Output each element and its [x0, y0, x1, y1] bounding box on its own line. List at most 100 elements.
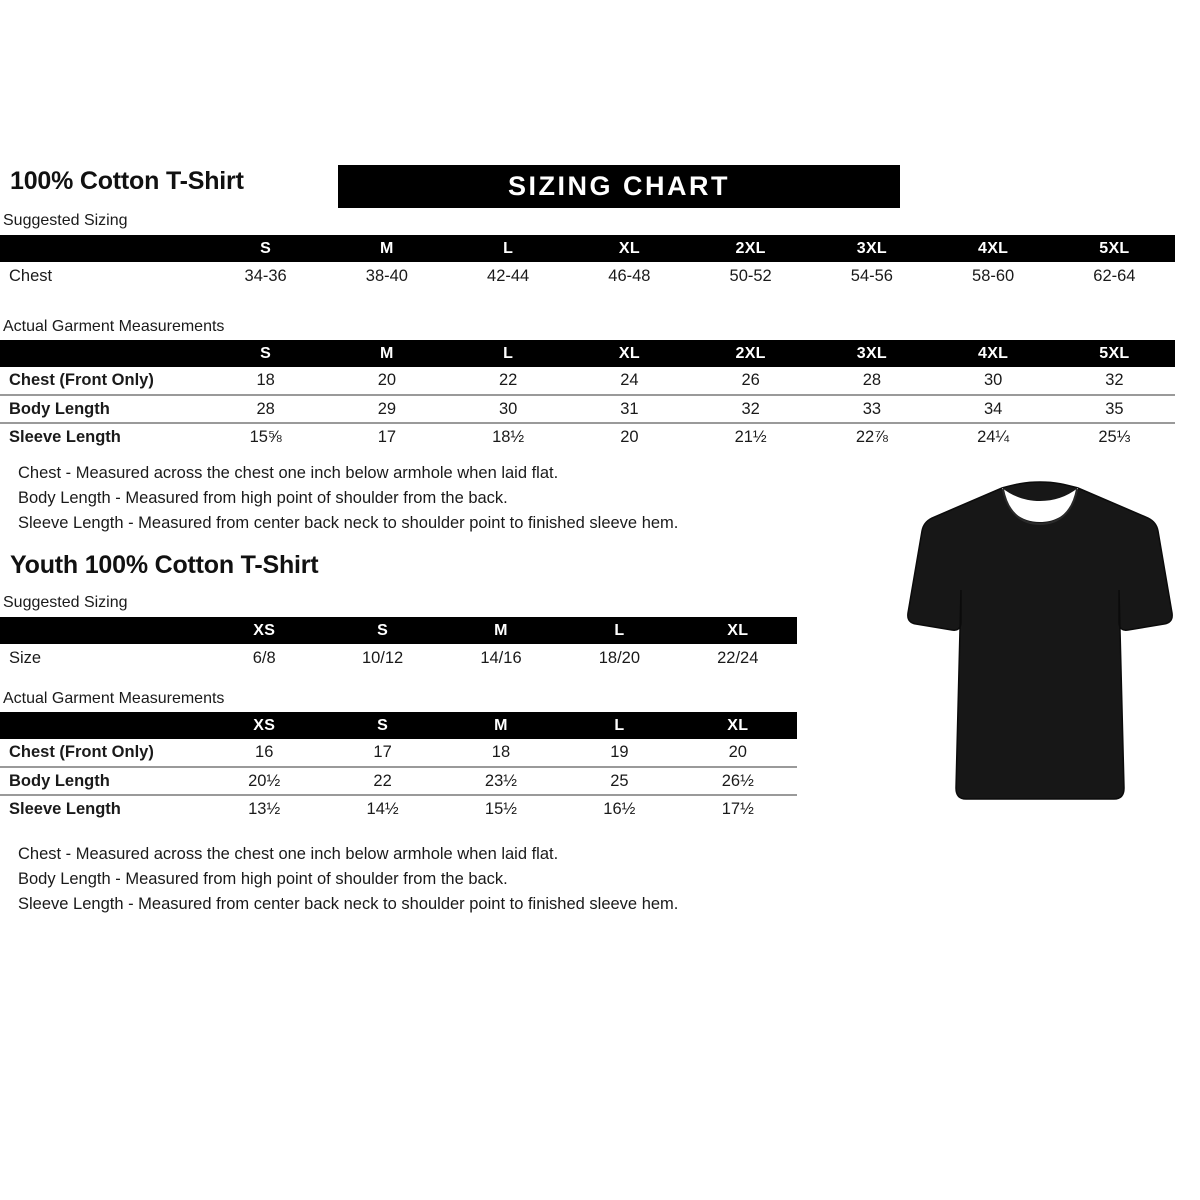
row-label-size: Size: [9, 648, 42, 667]
col-header-xl: XL: [568, 340, 690, 367]
table-header-row: XS S M L XL: [0, 617, 797, 644]
table-header-row: S M L XL 2XL 3XL 4XL 5XL: [0, 235, 1175, 262]
col-header-4xl: 4XL: [932, 235, 1054, 262]
cell: 30: [447, 394, 569, 423]
cell: 20: [377, 371, 397, 389]
cell: 34-36: [244, 266, 287, 285]
cell: 14/16: [480, 648, 522, 667]
cell: 25⅓: [1053, 422, 1175, 451]
row-label-chest-front-only: Chest (Front Only): [9, 371, 154, 389]
row-label-sleeve-length: Sleeve Length: [0, 422, 205, 451]
cell: 6/8: [252, 648, 276, 667]
youth-suggested-sizing-table: XS S M L XL Size 6/8 10/12 14/16 18/20 2…: [0, 617, 797, 672]
cell: 24: [620, 371, 639, 389]
cell: 26: [741, 371, 760, 389]
cell: 42-44: [487, 266, 530, 285]
youth-garment-measurements-table: XS S M L XL Chest (Front Only) 16 17 18 …: [0, 712, 797, 823]
cell: 22⅞: [811, 422, 933, 451]
col-header-3xl: 3XL: [811, 340, 933, 367]
col-header-2xl: 2XL: [690, 235, 812, 262]
cell: 35: [1053, 394, 1175, 423]
table-row: Chest (Front Only) 18 20 22 24 26 28 30 …: [0, 367, 1175, 395]
col-header-4xl: 4XL: [932, 340, 1054, 367]
col-header-s: S: [323, 617, 442, 644]
col-header-blank: [0, 340, 205, 367]
table-header-row: S M L XL 2XL 3XL 4XL 5XL: [0, 340, 1175, 367]
cell: 17: [326, 422, 448, 451]
youth-actual-measurements-label: Actual Garment Measurements: [3, 690, 225, 707]
table-row: Size 6/8 10/12 14/16 18/20 22/24: [0, 644, 797, 672]
cell: 15½: [441, 794, 561, 823]
col-header-m: M: [326, 235, 448, 262]
cell: 10/12: [361, 648, 404, 667]
col-header-l: L: [447, 340, 569, 367]
col-header-3xl: 3XL: [811, 235, 933, 262]
cell: 22/24: [717, 648, 759, 667]
cell: 28: [862, 371, 882, 389]
cell: 34: [932, 394, 1054, 423]
table-row: Sleeve Length 15⅝ 17 18½ 20 21½ 22⅞ 24¼ …: [0, 422, 1175, 451]
cell: 50-52: [729, 266, 772, 285]
cell: 22: [498, 371, 518, 389]
cell: 62-64: [1093, 266, 1136, 285]
table-row: Body Length 20½ 22 23½ 25 26½: [0, 766, 797, 795]
cell: 54-56: [850, 266, 893, 285]
note-chest: Chest - Measured across the chest one in…: [18, 845, 559, 863]
cell: 18: [491, 743, 511, 761]
col-header-l: L: [560, 712, 679, 739]
table-row: Chest (Front Only) 16 17 18 19 20: [0, 739, 797, 767]
adult-measurement-notes: Chest - Measured across the chest one in…: [18, 461, 678, 536]
cell: 21½: [690, 422, 812, 451]
cell: 18: [256, 371, 275, 389]
row-label-chest: Chest: [9, 266, 53, 285]
sizing-chart-banner-label: SIZING CHART: [508, 171, 730, 201]
cell: 46-48: [608, 266, 651, 285]
table-row: Body Length 28 29 30 31 32 33 34 35: [0, 394, 1175, 423]
cell: 15⅝: [205, 422, 327, 451]
col-header-xs: XS: [205, 712, 324, 739]
col-header-5xl: 5XL: [1053, 340, 1175, 367]
col-header-m: M: [326, 340, 448, 367]
cell: 58-60: [972, 266, 1015, 285]
col-header-5xl: 5XL: [1053, 235, 1175, 262]
col-header-2xl: 2XL: [690, 340, 812, 367]
note-sleeve-length: Sleeve Length - Measured from center bac…: [18, 895, 679, 913]
cell: 16½: [560, 794, 679, 823]
cell: 20: [728, 743, 747, 761]
youth-section-title: Youth 100% Cotton T-Shirt: [10, 551, 319, 579]
cell: 33: [811, 394, 933, 423]
note-body-length: Body Length - Measured from high point o…: [18, 489, 508, 507]
cell: 18/20: [598, 648, 641, 667]
cell: 20: [568, 422, 690, 451]
cell: 17½: [678, 794, 797, 823]
tshirt-illustration: [890, 470, 1190, 815]
cell: 16: [255, 743, 274, 761]
adult-garment-measurements-table: S M L XL 2XL 3XL 4XL 5XL Chest (Front On…: [0, 340, 1175, 451]
cell: 32: [690, 394, 812, 423]
sizing-chart-banner: SIZING CHART: [338, 165, 900, 208]
cell: 32: [1105, 371, 1124, 389]
cell: 26½: [678, 766, 797, 795]
col-header-blank: [0, 712, 205, 739]
col-header-m: M: [441, 712, 561, 739]
table-header-row: XS S M L XL: [0, 712, 797, 739]
col-header-l: L: [447, 235, 569, 262]
adult-suggested-sizing-label: Suggested Sizing: [3, 212, 128, 229]
cell: 17: [373, 743, 392, 761]
youth-suggested-sizing-label: Suggested Sizing: [3, 594, 128, 611]
black-tshirt-icon: [907, 481, 1173, 800]
cell: 14½: [323, 794, 442, 823]
row-label-chest-front-only: Chest (Front Only): [9, 743, 154, 761]
cell: 38-40: [365, 266, 408, 285]
table-row: Sleeve Length 13½ 14½ 15½ 16½ 17½: [0, 794, 797, 823]
col-header-xl: XL: [568, 235, 690, 262]
note-body-length: Body Length - Measured from high point o…: [18, 870, 508, 888]
cell: 22: [323, 766, 442, 795]
col-header-l: L: [560, 617, 679, 644]
cell: 31: [568, 394, 690, 423]
col-header-xl: XL: [678, 712, 797, 739]
cell: 18½: [447, 422, 569, 451]
col-header-blank: [0, 617, 205, 644]
youth-measurement-notes: Chest - Measured across the chest one in…: [18, 842, 678, 917]
